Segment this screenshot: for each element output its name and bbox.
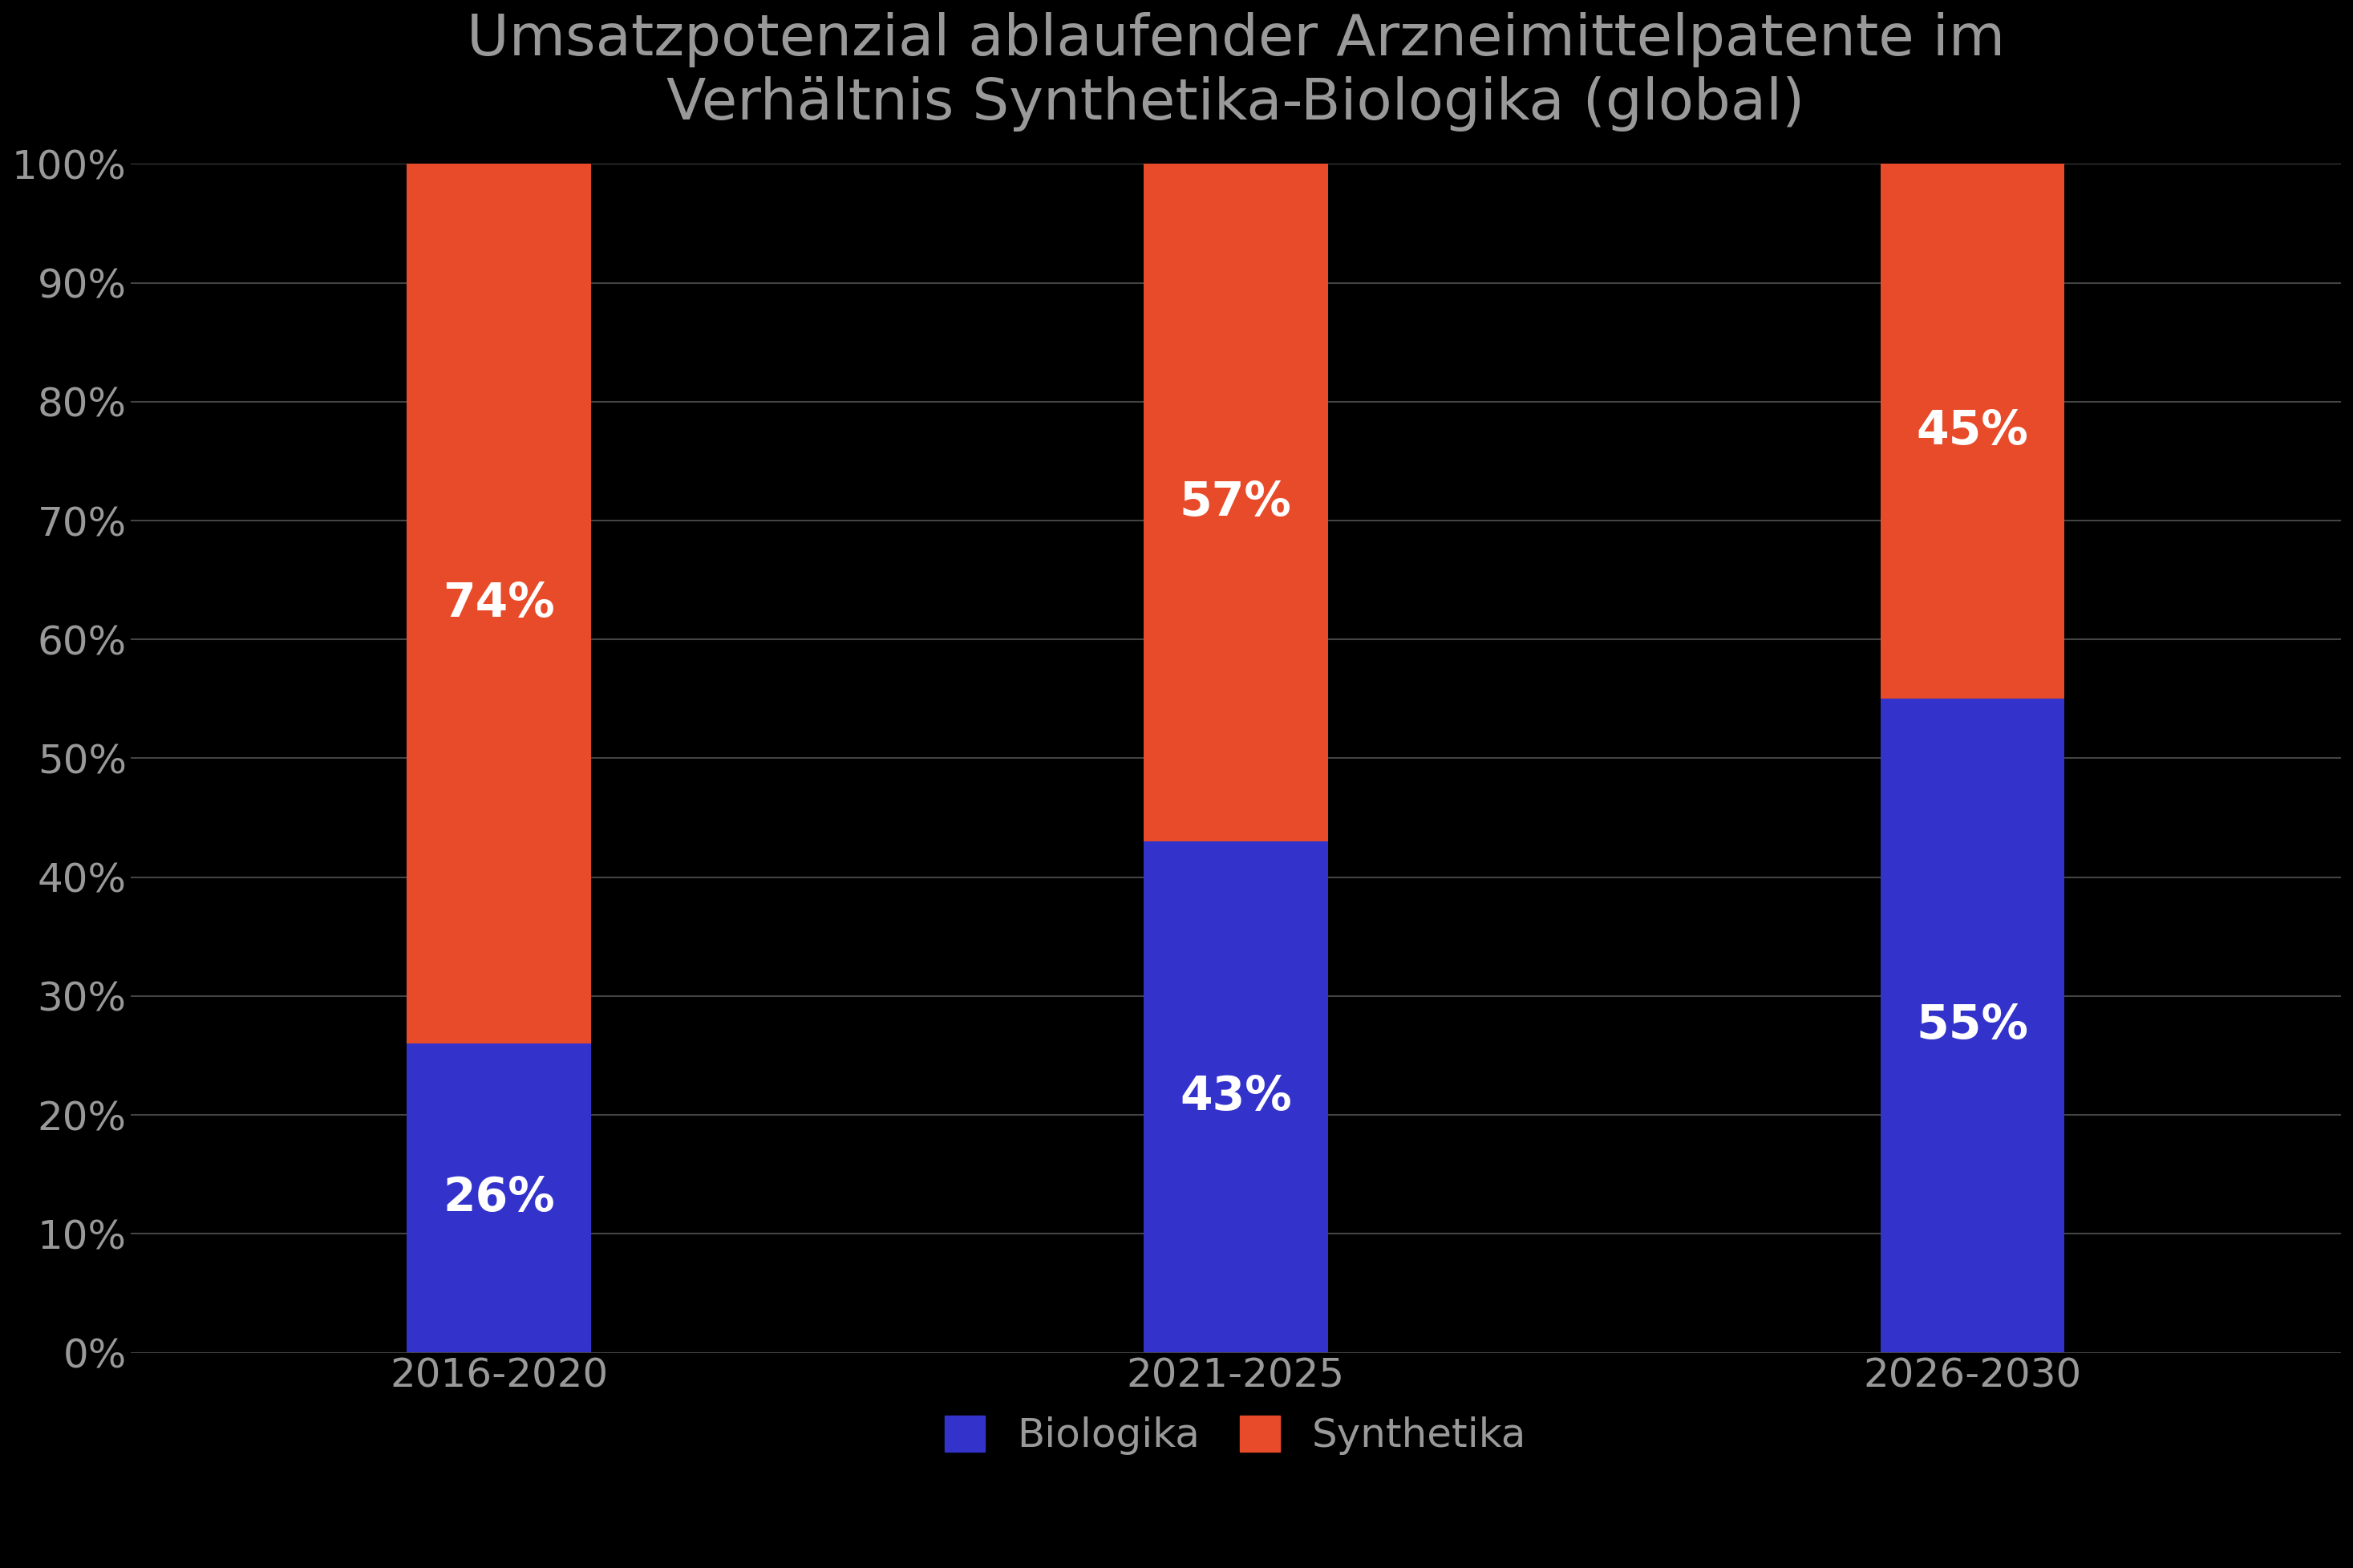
- Text: 74%: 74%: [442, 580, 555, 627]
- Text: 57%: 57%: [1179, 480, 1292, 525]
- Text: 55%: 55%: [1915, 1004, 2028, 1049]
- Title: Umsatzpotenzial ablaufender Arzneimittelpatente im
Verhältnis Synthetika-Biologi: Umsatzpotenzial ablaufender Arzneimittel…: [466, 13, 2005, 132]
- Bar: [1144, 842, 1327, 1353]
- Bar: [407, 165, 591, 1044]
- Bar: [407, 1044, 591, 1353]
- Text: 43%: 43%: [1179, 1074, 1292, 1120]
- Text: 26%: 26%: [442, 1176, 555, 1221]
- Text: 45%: 45%: [1915, 409, 2028, 455]
- Legend: Biologika, Synthetika: Biologika, Synthetika: [925, 1396, 1546, 1475]
- Bar: [1880, 165, 2064, 699]
- Bar: [1144, 165, 1327, 842]
- Bar: [1880, 699, 2064, 1353]
